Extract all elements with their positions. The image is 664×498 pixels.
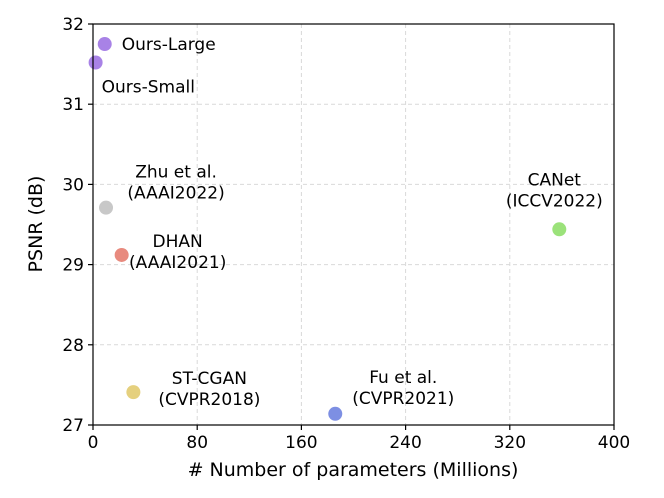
- x-axis-label: # Number of parameters (Millions): [188, 459, 519, 481]
- x-tick-label: 240: [389, 433, 421, 453]
- point-st-cgan: [126, 385, 141, 400]
- label-ours-large: Ours-Large: [122, 35, 216, 55]
- label-fu-et-al: Fu et al. (CVPR2021): [352, 368, 454, 409]
- x-tick-label: 160: [285, 433, 317, 453]
- label-st-cgan: ST-CGAN (CVPR2018): [158, 369, 260, 410]
- x-tick-label: 80: [186, 433, 208, 453]
- data-points: [88, 37, 567, 421]
- label-zhu-et-al: Zhu et al. (AAAI2022): [127, 163, 224, 204]
- label-line: (AAAI2021): [129, 253, 226, 273]
- y-tick-label: 28: [62, 336, 84, 356]
- point-zhu-et-al: [99, 200, 114, 215]
- point-ours-large: [97, 37, 112, 52]
- label-line: Ours-Small: [102, 77, 195, 97]
- y-tick-label: 32: [62, 15, 84, 35]
- label-line: ST-CGAN: [172, 369, 247, 389]
- label-line: CANet: [528, 170, 582, 190]
- label-line: (CVPR2021): [352, 389, 454, 409]
- y-axis-label: PSNR (dB): [25, 176, 47, 273]
- point-dhan: [114, 247, 129, 262]
- axis-ticks: 0 80 160 240 320 400 27 28 29 30 31 32: [62, 15, 630, 453]
- point-canet: [552, 222, 567, 237]
- label-dhan: DHAN (AAAI2021): [129, 232, 226, 273]
- label-ours-small: Ours-Small: [102, 77, 195, 97]
- label-line: (CVPR2018): [158, 390, 260, 410]
- point-ours-small: [88, 55, 103, 70]
- label-line: Ours-Large: [122, 35, 216, 55]
- y-tick-label: 27: [62, 416, 84, 436]
- point-fu-et-al: [328, 406, 343, 421]
- x-tick-label: 320: [494, 433, 526, 453]
- label-line: (ICCV2022): [506, 191, 603, 211]
- y-tick-label: 31: [62, 95, 84, 115]
- x-tick-label: 0: [88, 433, 99, 453]
- label-line: DHAN: [153, 232, 203, 252]
- y-tick-label: 29: [62, 256, 84, 276]
- x-tick-label: 400: [598, 433, 630, 453]
- label-line: (AAAI2022): [127, 184, 224, 204]
- label-line: Fu et al.: [369, 368, 437, 388]
- plot-frame: [92, 23, 615, 426]
- label-canet: CANet (ICCV2022): [506, 170, 603, 211]
- y-tick-label: 30: [62, 175, 84, 195]
- point-labels: Ours-Large Ours-Small Zhu et al. (AAAI2022)…: [102, 35, 603, 410]
- label-line: Zhu et al.: [135, 163, 217, 183]
